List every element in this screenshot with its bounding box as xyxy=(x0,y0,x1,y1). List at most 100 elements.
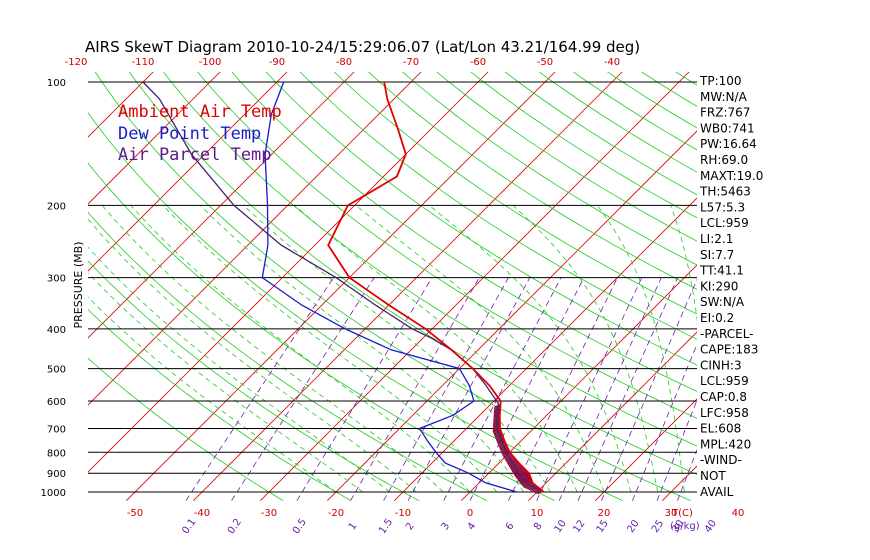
dry-adiabat-line xyxy=(470,72,697,219)
mixing-ratio-tick-label: 6 xyxy=(504,521,517,533)
dry-adiabat-line xyxy=(88,260,420,502)
moist-adiabat-line xyxy=(512,205,658,493)
mixing-ratio-tick-label: 15 xyxy=(595,518,611,535)
stat-line: EL:608 xyxy=(700,422,741,436)
mixing-ratio-line xyxy=(508,277,618,501)
cape-hatch-line xyxy=(502,451,510,456)
moist-adiabat-line xyxy=(243,205,551,493)
cape-hatch-line xyxy=(525,484,536,489)
pressure-tick-label: 300 xyxy=(47,274,66,285)
cape-hatch-line xyxy=(514,472,529,477)
cape-hatch-line xyxy=(493,417,501,422)
bottom-temp-tick-label: -20 xyxy=(328,508,344,519)
cape-hatch-line xyxy=(495,434,503,439)
cape-hatch-line xyxy=(517,476,531,481)
stat-line: TH:5463 xyxy=(699,185,751,199)
stat-line: -WIND- xyxy=(700,453,742,467)
cape-hatch-line xyxy=(493,411,501,416)
mixing-ratio-tick-label: 12 xyxy=(571,518,587,535)
moist-adiabat-line xyxy=(88,246,390,493)
legend-ambient-air-temp: Ambient Air Temp xyxy=(118,102,282,122)
cape-hatch-line xyxy=(529,487,539,491)
dry-adiabat-line xyxy=(299,72,697,340)
cape-hatch-line xyxy=(501,449,510,454)
mixing-ratio-line xyxy=(601,278,697,501)
mixing-ratio-tick-label: 20 xyxy=(625,518,641,535)
dry-adiabat-line xyxy=(538,72,697,173)
cape-hatch-line xyxy=(499,446,508,451)
isotherm-line xyxy=(595,398,697,501)
pressure-tick-label: 200 xyxy=(47,201,66,212)
isotherm-line xyxy=(863,63,870,500)
bottom-temp-tick-label: -10 xyxy=(395,508,411,519)
cape-hatch-line xyxy=(511,466,524,471)
cape-hatch-line xyxy=(494,432,502,437)
x-axis-label: T(C) xyxy=(671,508,693,519)
cape-hatch-line xyxy=(492,428,501,433)
cape-hatch-line xyxy=(493,409,501,414)
isotherm-line xyxy=(796,63,870,500)
cape-hatch-line xyxy=(496,437,504,442)
cape-hatch-line xyxy=(500,447,509,452)
top-temp-tick-label: -90 xyxy=(269,57,285,68)
isotherm-line xyxy=(662,465,697,501)
dry-adiabat-line xyxy=(436,72,697,242)
cape-hatch-line xyxy=(492,427,501,432)
isotherm-line xyxy=(193,72,623,501)
dry-adiabat-line xyxy=(265,72,697,366)
cape-hatch-line xyxy=(493,412,501,417)
cape-hatch-line xyxy=(496,438,505,443)
dry-adiabat-line xyxy=(367,72,697,290)
ambient-temp-series-line xyxy=(327,81,545,493)
mixing-ratio-tick-label: 25 xyxy=(650,518,666,535)
cape-hatch-line xyxy=(499,445,507,450)
mixing-ratio-line xyxy=(296,277,433,501)
sounding-series xyxy=(142,81,545,495)
stat-line: MAXT:19.0 xyxy=(700,169,763,183)
mixing-ratio-tick-label: 4 xyxy=(466,521,479,533)
dry-adiabat-line xyxy=(231,72,697,392)
cape-hatch-line xyxy=(493,404,501,409)
bottom-temp-tick-label: 0 xyxy=(467,508,473,519)
stat-line: NOT xyxy=(700,469,726,483)
isotherm-line xyxy=(88,72,489,473)
stat-line: L57:5.3 xyxy=(700,200,745,214)
cape-hatch-line xyxy=(496,436,504,441)
cape-hatch-line xyxy=(497,440,505,445)
dry-adiabat-line xyxy=(88,211,488,502)
cape-hatch-line xyxy=(497,441,506,446)
cape-hatch-line xyxy=(515,473,530,478)
mixing-ratio-line xyxy=(407,277,531,501)
isotherm-line xyxy=(88,72,154,138)
cape-hatch-line xyxy=(493,407,501,412)
cape-hatch-line xyxy=(502,452,511,457)
mixing-ratio-tick-label: 0.1 xyxy=(180,517,198,536)
stat-line: WB0:741 xyxy=(700,121,755,135)
mixing-ratio-line xyxy=(632,343,697,501)
mixing-ratio-tick-label: 1.5 xyxy=(377,517,395,536)
cape-hatch-line xyxy=(528,486,538,491)
stat-line: CINH:3 xyxy=(700,358,742,372)
mixing-ratio-tick-label: 0.2 xyxy=(226,517,244,536)
dry-adiabat-line xyxy=(88,162,556,502)
cape-hatch-line xyxy=(494,431,502,436)
mixing-ratio-tick-label: 1 xyxy=(347,521,360,533)
stat-line: EI:0.2 xyxy=(700,311,734,325)
mixing-ratio-line xyxy=(656,399,697,501)
cape-hatch-line xyxy=(504,455,513,460)
top-temp-tick-label: -80 xyxy=(336,57,352,68)
stat-line: FRZ:767 xyxy=(700,106,750,120)
mixing-ratio-line xyxy=(577,277,678,501)
cape-hatch-line xyxy=(499,444,507,449)
cape-hatch-line xyxy=(500,447,508,451)
cape-hatch-line xyxy=(515,474,530,479)
cape-hatch-line xyxy=(495,435,504,440)
cape-hatch-line xyxy=(498,442,506,447)
mixing-ratio-line xyxy=(350,277,480,501)
isotherm-line xyxy=(126,72,556,501)
cape-hatch-line xyxy=(494,403,501,408)
mixing-ratio-tick-label: 0.5 xyxy=(291,517,309,536)
isotherm-line xyxy=(0,63,28,500)
cape-hatch-line xyxy=(501,450,510,455)
